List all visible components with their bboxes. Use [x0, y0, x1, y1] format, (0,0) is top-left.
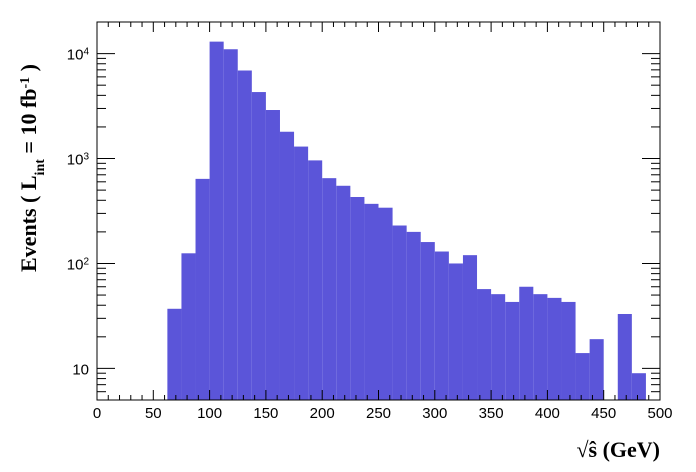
histogram-bar — [364, 203, 379, 400]
histogram-bar — [491, 294, 506, 400]
histogram-bar — [420, 242, 435, 400]
histogram-bar — [181, 253, 196, 400]
x-axis-ticks — [96, 22, 661, 400]
y-tick-label: 10 — [72, 361, 89, 378]
histogram-bar — [406, 231, 421, 400]
x-tick-label: 100 — [197, 405, 222, 422]
y-tick-label: 103 — [67, 151, 90, 169]
histogram-bar — [575, 353, 590, 400]
histogram-bar — [617, 313, 632, 400]
histogram-bar — [434, 251, 449, 400]
histogram-bar — [448, 263, 463, 400]
histogram-bars — [167, 41, 646, 400]
y-axis-tick-labels: 10 102 103 104 — [67, 46, 90, 378]
histogram-bar — [251, 92, 266, 400]
histogram-bar — [223, 49, 238, 400]
x-axis-tick-labels: 0 50 100 150 200 250 300 350 400 450 500 — [93, 405, 673, 422]
x-tick-label: 200 — [310, 405, 335, 422]
histogram-bar — [505, 301, 520, 400]
histogram-bar — [265, 110, 280, 400]
y-tick-label: 104 — [67, 46, 90, 64]
histogram-bar — [631, 373, 646, 400]
histogram-bar — [350, 196, 365, 400]
histogram-bar — [561, 301, 576, 400]
histogram-bar — [294, 146, 309, 400]
histogram-bar — [237, 70, 252, 400]
histogram-bar — [462, 255, 478, 400]
histogram-bar — [589, 339, 604, 400]
histogram-bar — [336, 185, 351, 400]
histogram-bar — [519, 286, 534, 400]
x-tick-label: 350 — [479, 405, 504, 422]
histogram-bar — [477, 289, 492, 400]
histogram-bar — [547, 297, 562, 400]
histogram-bar — [308, 160, 323, 400]
x-tick-label: 300 — [422, 405, 447, 422]
x-tick-label: 0 — [93, 405, 101, 422]
y-axis-ticks — [97, 21, 660, 401]
x-tick-label: 250 — [366, 405, 391, 422]
x-tick-label: 50 — [145, 405, 162, 422]
x-axis-title: √ŝ (GeV) — [576, 437, 660, 462]
histogram-bar — [378, 207, 393, 400]
histogram-bar — [167, 308, 182, 400]
histogram-bar — [209, 41, 224, 400]
histogram-bar — [279, 131, 295, 400]
histogram-bar — [322, 178, 337, 400]
y-tick-label: 102 — [67, 256, 90, 274]
x-tick-label: 500 — [647, 405, 672, 422]
y-axis-title: Events ( Lint = 10 fb-1 ) — [16, 64, 48, 272]
x-tick-label: 400 — [535, 405, 560, 422]
x-tick-label: 150 — [253, 405, 278, 422]
histogram-bar — [533, 294, 548, 400]
histogram-bar — [195, 178, 210, 400]
x-tick-label: 450 — [591, 405, 616, 422]
histogram-bar — [392, 225, 407, 400]
